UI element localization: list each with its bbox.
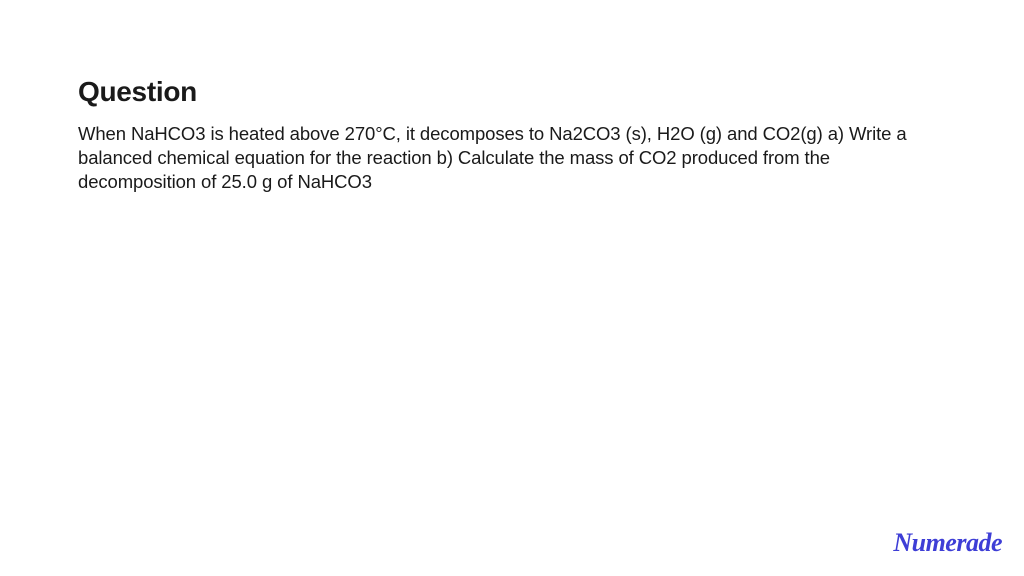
brand-logo: Numerade xyxy=(893,528,1002,558)
content-area: Question When NaHCO3 is heated above 270… xyxy=(0,0,1024,194)
question-body: When NaHCO3 is heated above 270°C, it de… xyxy=(78,122,946,194)
question-heading: Question xyxy=(78,76,946,108)
